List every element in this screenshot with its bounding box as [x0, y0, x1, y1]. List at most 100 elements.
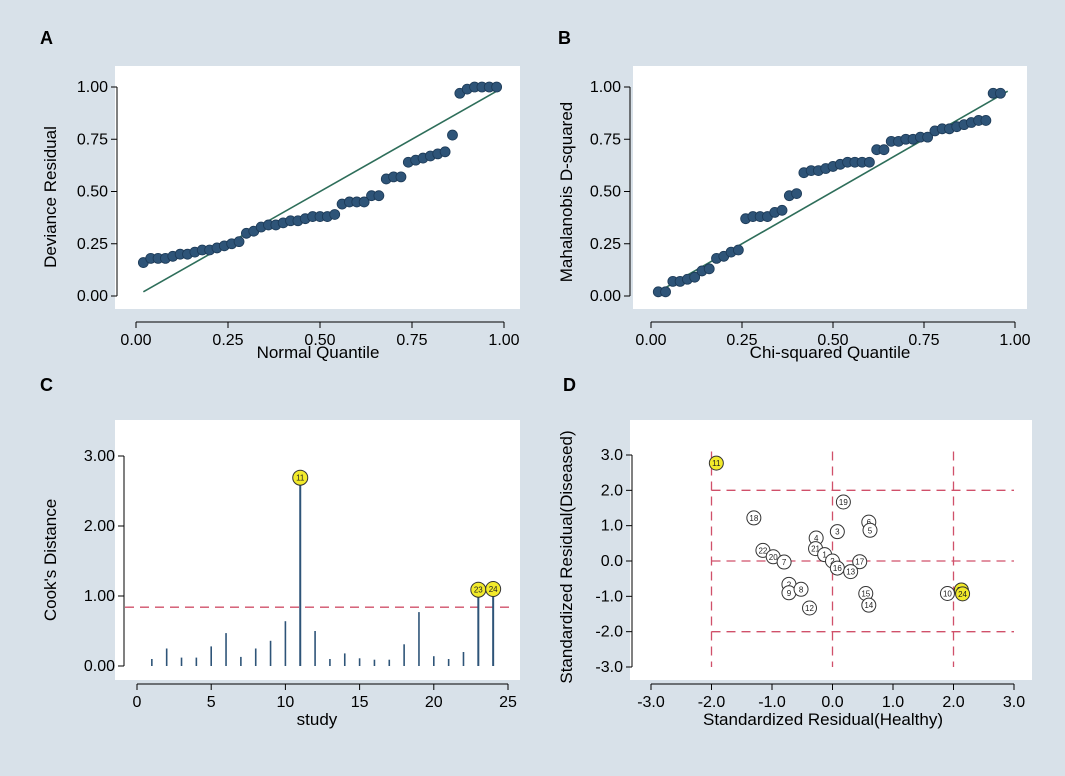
panel-b-y-tick-label: 0.00: [590, 288, 621, 305]
panel-c-y-tick-label: 1.00: [84, 588, 115, 605]
panel-d-y-tick-label: -1.0: [595, 588, 623, 605]
panel-d-point-label-21: 21: [811, 545, 820, 554]
panel-b-axes: 0.00 0.25 0.50 0.75 1.00 0.00 0.25 0.50 0.75 1.00: [590, 79, 1031, 349]
panel-c: C study Cook's Distance 11 23 24 0 5 10 15 20 2…: [40, 375, 520, 729]
panel-b-x-tick-label: 1.00: [999, 332, 1030, 349]
panel-b-point: [703, 263, 715, 275]
panel-d-x-tick-label: 3.0: [1003, 694, 1025, 711]
panel-c-ylabel: Cook's Distance: [41, 499, 60, 621]
panel-c-y-tick-label: 3.00: [84, 448, 115, 465]
panel-c-x-tick-label: 0: [133, 694, 142, 711]
panel-a-fit-line: [142, 90, 498, 293]
panel-d-point-label-7: 7: [782, 558, 787, 567]
panel-d-point-label-5: 5: [868, 526, 873, 535]
panel-d-point-label-1: 1: [822, 551, 827, 560]
panel-d-point-label-24: 24: [958, 590, 967, 599]
panel-d-point-label-15: 15: [861, 590, 870, 599]
panel-a-y-tick-label: 1.00: [77, 79, 108, 96]
panel-d-point-label-14: 14: [864, 601, 873, 610]
panel-a: A Normal Quantile Deviance Residual 0.00…: [40, 28, 520, 362]
panel-c-marks: 11 23 24: [125, 469, 514, 666]
panel-d-point-label-12: 12: [805, 604, 814, 613]
panel-d-point-24: [955, 586, 971, 602]
panel-b-point: [776, 204, 788, 216]
panel-a-x-tick-label: 0.25: [212, 332, 243, 349]
panel-d-x-tick-label: -1.0: [758, 694, 786, 711]
panel-b-xlabel: Chi-squared Quantile: [750, 343, 911, 362]
panel-c-y-tick-label: 2.00: [84, 518, 115, 535]
panel-d-point-label-22: 22: [758, 546, 767, 555]
panel-d-point-10: [939, 586, 955, 602]
panel-b-point: [689, 271, 701, 283]
panel-d-point-label-8: 8: [799, 585, 804, 594]
panel-b-y-tick-label: 0.25: [590, 236, 621, 253]
panel-b-marks: [652, 87, 1009, 298]
panel-a-y-tick-label: 0.50: [77, 184, 108, 201]
panel-a-point: [395, 171, 407, 183]
panel-a-point: [439, 146, 451, 158]
panel-a-letter: A: [40, 28, 53, 48]
panel-a-point: [447, 129, 458, 141]
panel-c-x-tick-label: 10: [277, 694, 295, 711]
panel-d: D Standardized Residual(Healthy) Standar…: [557, 375, 1032, 729]
panel-c-plot-area: [115, 420, 520, 680]
panel-c-letter: C: [40, 375, 53, 395]
panel-a-marks: [137, 81, 503, 293]
panel-a-xlabel: Normal Quantile: [257, 343, 380, 362]
panel-c-x-tick-label: 5: [207, 694, 216, 711]
panel-a-point: [358, 196, 370, 208]
panel-d-y-tick-label: 3.0: [601, 447, 623, 464]
panel-a-x-tick-label: 0.50: [304, 332, 335, 349]
panel-d-point-label-17: 17: [855, 558, 864, 567]
panel-d-point-label-3: 3: [835, 528, 840, 537]
panel-b-x-tick-label: 0.50: [817, 332, 848, 349]
panel-a-axes: 0.00 0.25 0.50 0.75 1.00 0.00 0.25 0.50 0.75 1.00: [77, 79, 520, 349]
panel-d-point-18: [746, 510, 762, 526]
panel-d-point-label-2: 2: [787, 580, 792, 589]
panel-a-point: [233, 236, 245, 248]
panel-a-point: [491, 81, 503, 93]
panel-c-highlight-marker-11: [292, 469, 309, 486]
panel-b-y-tick-label: 0.50: [590, 184, 621, 201]
panel-d-xlabel: Standardized Residual(Healthy): [703, 710, 943, 729]
panel-b-point: [922, 131, 934, 143]
panel-c-xlabel: study: [297, 710, 338, 729]
panel-d-x-tick-label: 0.0: [821, 694, 843, 711]
panel-d-axes: -3.0 -2.0 -1.0 0.0 1.0 2.0 3.0 -3.0 -2.0 -1.0 0.0 1…: [595, 447, 1025, 711]
panel-b-x-tick-label: 0.75: [908, 332, 939, 349]
panel-c-highlight-label-23: 23: [474, 586, 483, 595]
panel-b-y-tick-label: 1.00: [590, 79, 621, 96]
panel-d-ylabel: Standardized Residual(Diseased): [557, 430, 576, 683]
panel-c-x-tick-label: 20: [425, 694, 443, 711]
panel-c-highlight-label-24: 24: [489, 585, 498, 594]
panel-d-y-tick-label: -2.0: [595, 624, 623, 641]
panel-d-point-label-4: 4: [814, 534, 819, 543]
panel-b-x-tick-label: 0.00: [635, 332, 666, 349]
panel-c-axes: 0 5 10 15 20 25 0.00 1.00 2.00 3.00: [84, 448, 517, 711]
panel-d-point-label-2: 2: [830, 557, 835, 566]
panel-a-y-tick-label: 0.25: [77, 236, 108, 253]
panel-c-highlight-label-11: 11: [296, 474, 305, 483]
panel-a-point: [373, 190, 385, 202]
panel-d-point-label-16: 16: [833, 564, 842, 573]
panel-a-y-tick-label: 0.75: [77, 131, 108, 148]
panel-d-point-label-18: 18: [749, 514, 758, 523]
panel-a-x-tick-label: 0.00: [120, 332, 151, 349]
panel-d-point-17: [852, 554, 868, 570]
panel-d-point-19: [835, 494, 851, 510]
panel-b-point: [995, 87, 1006, 99]
panel-d-point-label-10: 10: [943, 590, 952, 599]
panel-a-x-tick-label: 1.00: [488, 332, 519, 349]
panel-b-point: [660, 286, 671, 298]
panel-d-point-3: [829, 524, 845, 540]
panel-d-y-tick-label: 0.0: [601, 553, 623, 570]
panel-d-point-8: [793, 581, 809, 597]
panel-d-point-5: [862, 522, 878, 538]
panel-d-point-label-11: 11: [712, 459, 721, 468]
panel-d-y-tick-label: -3.0: [595, 659, 623, 676]
panel-d-point-13: [843, 564, 859, 580]
panel-d-marks: 1119186534212220172171613298151412102324: [708, 451, 1014, 667]
panel-a-ylabel: Deviance Residual: [41, 126, 60, 268]
panel-d-y-tick-label: 2.0: [601, 482, 623, 499]
